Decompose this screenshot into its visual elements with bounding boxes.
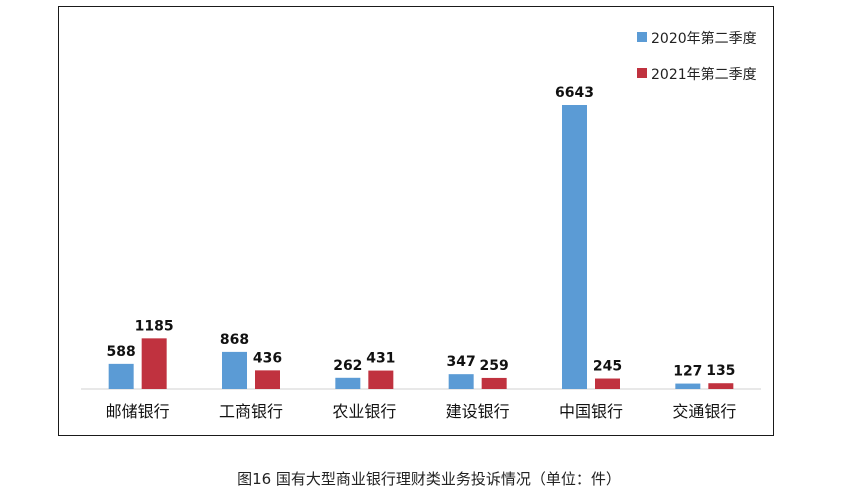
bar-2021-0 — [141, 338, 167, 389]
chart-frame: 588 1185 邮储银行 868 436 工商银行 262 431 农业银行 347 259 建设银… — [58, 6, 774, 436]
bar-2020-3 — [448, 374, 474, 389]
bar-2020-0 — [108, 363, 134, 389]
data-label: 1185 — [135, 318, 174, 334]
data-label: 347 — [447, 354, 476, 370]
data-label: 259 — [480, 358, 509, 374]
bar-2021-5 — [708, 383, 734, 389]
bar-2020-4 — [562, 105, 587, 389]
x-tick-label: 建设银行 — [446, 402, 510, 421]
data-label: 6643 — [555, 85, 594, 101]
bar-2021-2 — [368, 370, 394, 389]
x-tick-label: 交通银行 — [672, 402, 736, 421]
legend-swatch-0 — [637, 32, 647, 42]
bar-2020-1 — [222, 351, 247, 389]
data-label: 262 — [333, 358, 362, 374]
data-label: 868 — [220, 332, 249, 348]
bar-2021-1 — [255, 370, 280, 389]
data-label: 127 — [673, 364, 702, 380]
x-tick-label: 工商银行 — [219, 402, 283, 421]
data-label: 588 — [107, 344, 136, 360]
legend-swatch-1 — [637, 68, 647, 78]
figure-caption: 图16 国有大型商业银行理财类业务投诉情况（单位：件） — [237, 470, 621, 488]
data-label: 245 — [593, 359, 622, 375]
data-label: 431 — [366, 351, 395, 367]
bar-2021-4 — [595, 378, 620, 389]
legend-label-1: 2021年第二季度 — [651, 66, 757, 83]
bar-2020-2 — [335, 377, 361, 389]
x-tick-label: 中国银行 — [559, 402, 623, 421]
x-tick-label: 农业银行 — [332, 402, 396, 421]
legend-label-0: 2020年第二季度 — [651, 30, 757, 47]
bar-2020-5 — [675, 383, 701, 389]
x-tick-label: 邮储银行 — [106, 402, 170, 421]
data-label: 436 — [253, 350, 282, 366]
bar-2021-3 — [481, 377, 507, 389]
data-label: 135 — [706, 363, 735, 379]
